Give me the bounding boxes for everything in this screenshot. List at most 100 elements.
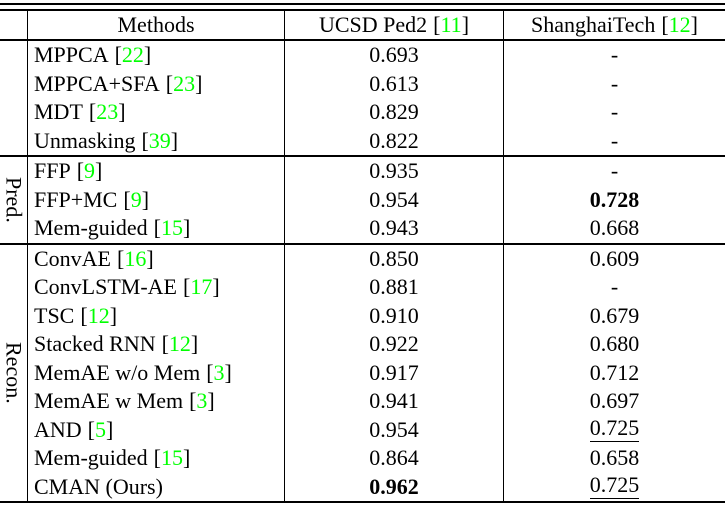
group-label-pred: Pred. [0,157,28,243]
value-text: 0.917 [369,359,419,385]
table-row: AND [5] 0.954 0.725 [28,415,725,445]
value-text: 0.725 [589,472,640,500]
citation-link[interactable]: [17] [183,274,220,300]
shanghaitech-value-cell: 0.668 [504,214,725,243]
citation-link[interactable]: [9] [123,187,149,213]
value-text: - [610,42,619,68]
value-text: - [610,99,619,125]
citation-link[interactable]: [12] [661,12,698,38]
bracket-close: ] [146,245,154,271]
citation-link[interactable]: [3] [189,388,215,414]
bracket-open: [ [189,388,197,414]
citation-number: 22 [121,42,144,68]
citation-link[interactable]: [15] [154,215,191,241]
value-text: - [610,274,619,300]
bracket-open: [ [433,12,441,37]
table-row: MemAE w/o Mem [3] 0.917 0.712 [28,358,725,388]
ucsd-ped2-value-cell: 0.954 [285,185,504,214]
bracket-open: [ [661,12,669,37]
value-text: 0.725 [589,415,640,443]
method-name: Mem-guided [34,445,148,471]
method-name: CMAN (Ours) [34,473,163,499]
method-cell: Stacked RNN [12] [28,330,285,359]
citation-link[interactable]: [11] [433,12,469,38]
method-cell: MemAE w/o Mem [3] [28,358,285,387]
value-text: 0.954 [369,186,419,212]
bracket-open: [ [76,158,85,184]
bracket-open: [ [114,42,122,68]
ucsd-ped2-value-cell: 0.864 [285,444,504,473]
bracket-close: ] [143,42,152,68]
value-text: 0.922 [369,331,419,357]
citation-link[interactable]: [12] [80,303,117,329]
table-header-row: Methods UCSD Ped2 [11] ShanghaiTech [12] [0,11,725,41]
method-name: TSC [34,302,75,328]
citation-link[interactable]: [9] [77,158,103,184]
value-text: 0.881 [369,274,419,300]
group-label-blank [0,41,28,155]
value-text: 0.679 [589,302,640,328]
method-name: Unmasking [34,127,136,153]
method-name: FFP [34,158,71,184]
ucsd-ped2-value-cell: 0.910 [285,301,504,330]
bracket-close: ] [118,99,126,125]
citation-link[interactable]: [15] [154,445,191,471]
table-row: FFP [9] 0.935 - [28,157,725,186]
citation-number: 12 [87,302,110,328]
ucsd-ped2-value-cell: 0.850 [285,244,504,273]
value-text: - [610,70,619,96]
ucsd-ped2-value-cell: 0.943 [285,214,504,243]
ucsd-ped2-value-cell: 0.917 [285,358,504,387]
citation-link[interactable]: [5] [88,417,114,443]
method-cell: Unmasking [39] [28,126,285,155]
bracket-open: [ [141,127,149,153]
shanghaitech-value-cell: 0.712 [504,359,725,388]
header-methods: Methods [28,11,285,39]
citation-link[interactable]: [12] [162,331,199,357]
table-row: MDT [23] 0.829 - [28,98,725,127]
method-name: ConvAE [34,245,111,271]
shanghaitech-value-cell: 0.679 [504,302,725,331]
bracket-open: [ [153,215,161,241]
header-methods-label: Methods [117,12,195,37]
value-text: 0.850 [369,245,419,271]
citation-number: 23 [96,99,119,125]
citation-number: 12 [668,12,691,37]
ucsd-ped2-value-cell: 0.881 [285,273,504,302]
value-text: 0.962 [369,473,419,499]
method-name: ConvLSTM-AE [34,274,177,300]
dataset-name: UCSD Ped2 [318,12,428,37]
method-cell: AND [5] [28,415,285,444]
bracket-open: [ [123,186,131,212]
shanghaitech-value-cell: - [504,70,725,99]
table-row: Unmasking [39] 0.822 - [28,126,725,156]
citation-link[interactable]: [3] [206,360,232,386]
citation-number: 9 [84,158,96,184]
ucsd-ped2-value-cell: 0.829 [285,98,504,127]
value-text: 0.935 [369,158,419,184]
citation-link[interactable]: [22] [115,42,152,68]
citation-number: 9 [130,186,142,212]
bracket-open: [ [117,245,125,271]
table-row: MemAE w Mem [3] 0.941 0.697 [28,387,725,416]
citation-link[interactable]: [23] [89,99,126,125]
bracket-open: [ [80,302,88,328]
method-group-pred: Pred. FFP [9] 0.935- FFP+MC [9] 0.954 0.728 Mem-… [0,155,725,243]
citation-link[interactable]: [16] [117,246,154,272]
shanghaitech-value-cell: - [504,127,725,156]
method-cell: Mem-guided [15] [28,214,285,243]
bracket-close: ] [461,12,470,37]
citation-number: 16 [124,245,147,271]
citation-link[interactable]: [39] [141,128,178,154]
table-row: Mem-guided [15] 0.864 0.658 [28,444,725,473]
citation-link[interactable]: [23] [166,71,203,97]
shanghaitech-value-cell: 0.725 [504,416,725,445]
citation-number: 5 [95,416,106,442]
ucsd-ped2-value-cell: 0.962 [285,472,504,501]
group-rows: MPPCA [22] 0.693- MPPCA+SFA [23] 0.613- MDT [23… [28,41,725,155]
value-text: - [610,158,619,184]
citation-number: 17 [190,274,213,300]
bracket-close: ] [212,274,220,300]
ucsd-ped2-value-cell: 0.822 [285,126,504,155]
